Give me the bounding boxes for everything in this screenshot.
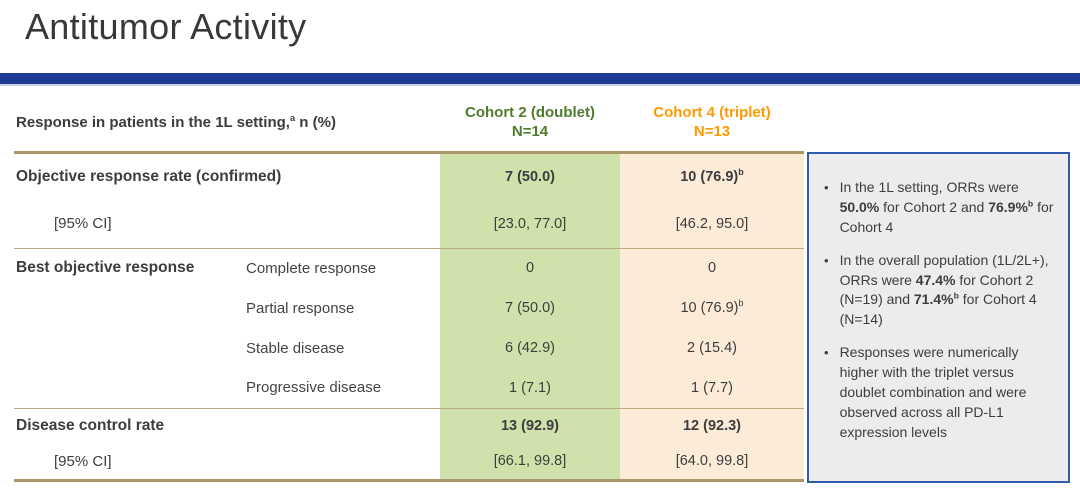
row-sublabel: Progressive disease [246,379,382,397]
column-header-cohort-4: Cohort 4 (triplet) N=13 [653,104,771,140]
title-divider-bar [0,73,1080,86]
value-cell-cohort-2: 6 (42.9) [440,328,620,368]
value-cell-cohort-2: 0 [440,247,620,288]
bullet-icon: • [824,180,829,195]
table-caption: Response in patients in the 1L setting,a… [16,113,336,132]
key-findings-list: • In the 1L setting, ORRs were 50.0% for … [819,178,1056,443]
header-row: Response in patients in the 1L setting,a… [14,95,804,152]
row-label: Disease control rate [14,407,440,444]
value-cell-cohort-2: 1 (7.1) [440,368,620,408]
row-label: Objective response rate (confirmed) [14,150,440,200]
value-cell-cohort-2: [66.1, 99.8] [440,444,620,482]
row-label [14,368,245,408]
key-findings-panel: • In the 1L setting, ORRs were 50.0% for … [807,152,1070,483]
table-row: Partial response 7 (50.0) 10 (76.9)b [14,288,804,328]
value-cell-cohort-4: 0 [620,247,804,288]
table-row: Stable disease 6 (42.9) 2 (15.4) [14,328,804,368]
table-row: Objective response rate (confirmed) 7 (50… [14,150,804,200]
response-table: Response in patients in the 1L setting,a… [14,95,804,482]
response-table-body: Objective response rate (confirmed) 7 (50… [14,150,804,482]
bullet-text: In the overall population (1L/2L+), ORRs… [839,251,1049,328]
value-cell-cohort-2: [23.0, 77.0] [440,200,620,248]
table-row: Disease control rate 13 (92.9) 12 (92.3) [14,407,804,444]
row-label: Best objective response [14,247,245,288]
value-cell-cohort-4: 10 (76.9)b [620,150,804,200]
table-row: [95% CI] [66.1, 99.8] [64.0, 99.8] [14,444,804,482]
value-cell-cohort-2: 7 (50.0) [440,288,620,328]
page-title: Antitumor Activity [25,6,307,47]
row-label [14,288,245,328]
value-cell-cohort-2: 7 (50.0) [440,150,620,200]
value-cell-cohort-4: [46.2, 95.0] [620,200,804,248]
value-cell-cohort-4: 12 (92.3) [620,407,804,444]
row-label: [95% CI] [54,215,112,233]
key-finding-bullet: • In the overall population (1L/2L+), ORR… [819,251,1056,331]
bullet-icon: • [824,252,829,268]
row-label: [95% CI] [14,444,440,482]
row-sublabel: Complete response [245,247,440,288]
key-finding-bullet: • In the 1L setting, ORRs were 50.0% for … [819,178,1056,238]
value-cell-cohort-4: 2 (15.4) [620,328,804,368]
table-row: Progressive disease 1 (7.1) 1 (7.7) [14,368,804,408]
bullet-icon: • [824,345,829,361]
value-cell-cohort-4: [64.0, 99.8] [620,444,804,482]
value-cell-cohort-2: 13 (92.9) [440,407,620,444]
row-sublabel: Partial response [246,299,355,317]
bullet-text: Responses were numerically higher with t… [839,344,1027,440]
value-cell-cohort-4: 10 (76.9)b [620,288,804,328]
table-row: Best objective response Complete response… [14,247,804,288]
key-finding-bullet: • Responses were numerically higher with … [819,343,1056,442]
column-header-cohort-2: Cohort 2 (doublet) N=14 [465,104,595,140]
response-table-head: Response in patients in the 1L setting,a… [14,95,804,152]
value-cell-cohort-4: 1 (7.7) [620,368,804,408]
response-table-area: Response in patients in the 1L setting,a… [14,95,804,482]
table-row: [95% CI] [23.0, 77.0] [46.2, 95.0] [14,200,804,248]
row-sublabel: Stable disease [246,339,345,357]
row-label [14,328,245,368]
bullet-text: In the 1L setting, ORRs were 50.0% for C… [839,179,1054,235]
